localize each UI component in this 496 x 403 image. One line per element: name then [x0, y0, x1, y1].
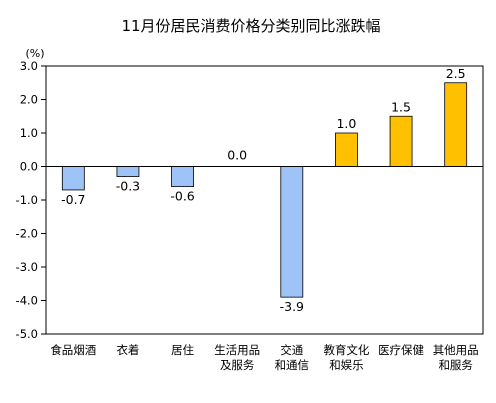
x-category-label: 和服务 [438, 358, 473, 372]
data-label: 1.0 [336, 116, 356, 131]
bar [61, 166, 85, 191]
x-category-label: 其他用品 [433, 343, 479, 357]
bar [444, 82, 468, 167]
bars-group [61, 82, 468, 298]
y-tick-label: -1.0 [16, 193, 38, 207]
x-category-label: 生活用品 [214, 343, 260, 357]
y-tick-label: -3.0 [16, 260, 38, 274]
data-labels-group: -0.7 -0.3 -0.6 0.0 -3.9 1.0 1.5 2.5 [61, 66, 466, 314]
y-tick-label: -5.0 [16, 327, 38, 341]
y-tick-label: -2.0 [16, 227, 38, 241]
x-category-label: 医疗保健 [378, 343, 424, 357]
y-axis: 3.0 2.0 1.0 0.0 -1.0 -2.0 -3.0 -4.0 -5.0 [16, 59, 46, 341]
y-axis-unit-label: (%) [25, 47, 44, 60]
bar [171, 166, 194, 188]
data-label: 2.5 [446, 66, 466, 81]
y-tick-label: -4.0 [16, 294, 38, 308]
chart-title: 11月份居民消费价格分类别同比涨跌幅 [121, 17, 380, 35]
plot-area [45, 65, 484, 335]
x-category-label: 食品烟酒 [50, 343, 96, 357]
bar [389, 115, 413, 167]
x-category-label: 及服务 [220, 358, 255, 372]
x-category-label: 和娱乐 [329, 358, 364, 372]
data-label: -0.3 [116, 179, 140, 194]
y-tick-label: 2.0 [20, 93, 38, 107]
data-label: -3.9 [280, 299, 304, 314]
x-category-label: 衣着 [116, 343, 139, 357]
y-tick-label: 3.0 [20, 59, 38, 73]
data-label: 1.5 [391, 99, 411, 114]
x-category-label: 教育文化 [323, 343, 369, 357]
y-tick-label: 1.0 [20, 126, 38, 140]
data-label: -0.6 [170, 189, 194, 204]
y-tick-label: 0.0 [20, 160, 38, 174]
bar [280, 166, 304, 298]
x-category-label: 交通 [280, 343, 303, 357]
x-category-label: 居住 [171, 343, 194, 357]
x-category-label: 和通信 [275, 358, 310, 372]
bar [116, 166, 140, 177]
data-label: -0.7 [61, 192, 85, 207]
bar [335, 132, 358, 167]
data-label: 0.0 [227, 148, 247, 163]
